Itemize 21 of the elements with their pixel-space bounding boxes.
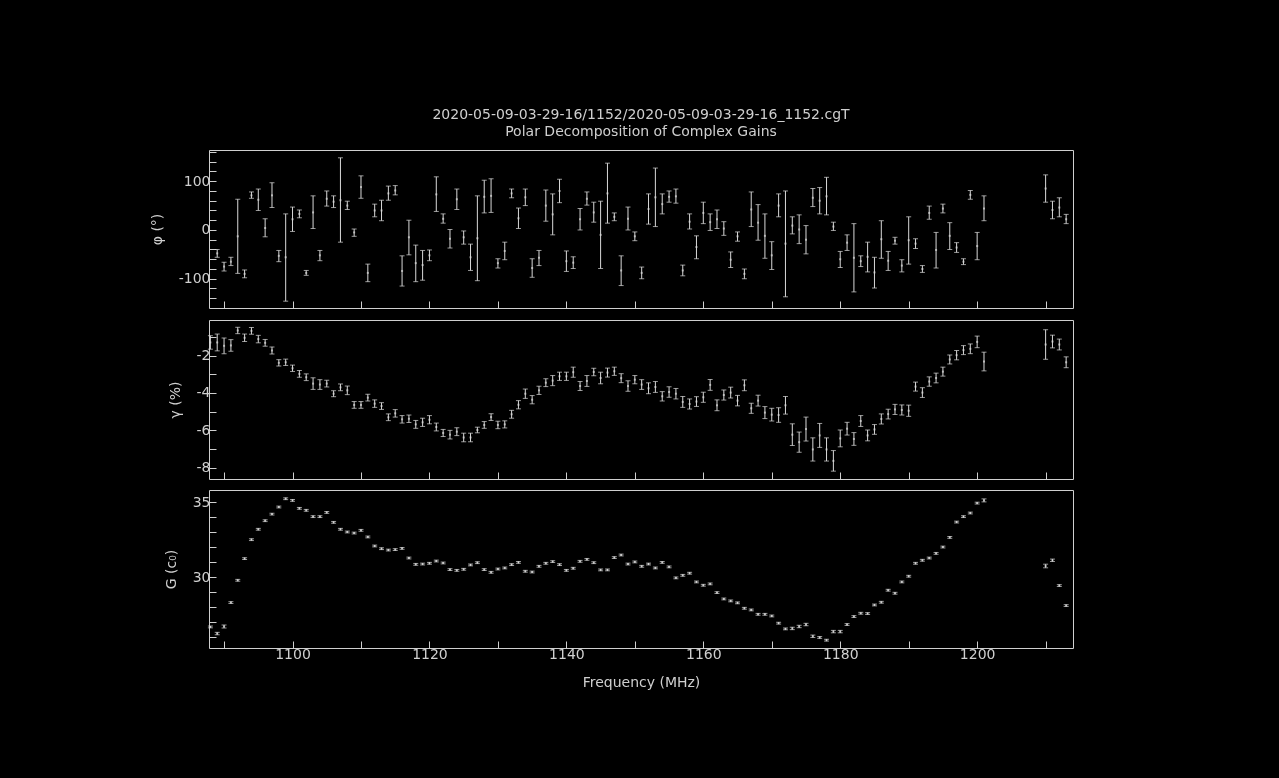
y-tick-label: 30 — [192, 568, 211, 585]
x-axis-title: Frequency (MHz) — [582, 673, 701, 690]
y-axis-title: G (c₀) — [162, 549, 179, 590]
y-tick-label: -2 — [196, 347, 211, 364]
chart-title: 2020-05-09-03-29-16/1152/2020-05-09-03-29-16_1152.cgT — [432, 105, 851, 122]
chart-subtitle: Polar Decomposition of Complex Gains — [505, 122, 777, 139]
y-axis-title: γ (%) — [166, 381, 183, 419]
y-tick-label: 100 — [183, 172, 211, 189]
y-tick-label: 35 — [192, 493, 211, 510]
y-tick-label: -100 — [178, 270, 211, 287]
x-tick-label: 1200 — [959, 645, 996, 662]
x-tick-label: 1180 — [822, 645, 859, 662]
x-tick-label: 1120 — [412, 645, 448, 662]
y-tick-label: 0 — [201, 221, 211, 238]
x-tick-label: 1140 — [549, 645, 585, 662]
x-tick-label: 1100 — [275, 645, 311, 662]
y-tick-label: -6 — [196, 421, 211, 438]
y-tick-label: -8 — [196, 459, 211, 476]
y-tick-label: -4 — [196, 384, 211, 401]
y-axis-title: φ (°) — [148, 213, 165, 246]
x-tick-label: 1160 — [685, 645, 722, 662]
